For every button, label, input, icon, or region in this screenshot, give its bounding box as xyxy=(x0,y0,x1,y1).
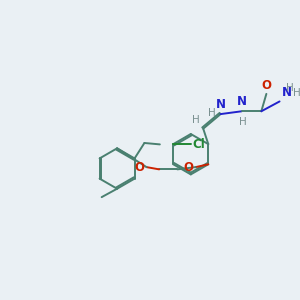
Text: O: O xyxy=(183,160,194,174)
Text: H: H xyxy=(286,83,293,93)
Text: N: N xyxy=(237,95,247,109)
Text: H: H xyxy=(191,115,199,125)
Text: H: H xyxy=(208,108,216,118)
Text: O: O xyxy=(261,79,272,92)
Text: Cl: Cl xyxy=(192,138,205,151)
Text: H: H xyxy=(239,117,247,128)
Text: H: H xyxy=(292,88,300,98)
Text: N: N xyxy=(216,98,226,111)
Text: O: O xyxy=(134,160,144,174)
Text: N: N xyxy=(282,86,292,99)
